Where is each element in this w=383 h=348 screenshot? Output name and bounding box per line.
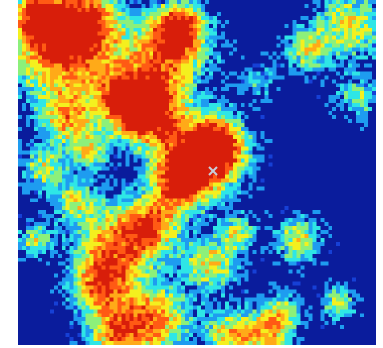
heatmap-canvas [18, 0, 376, 345]
heatmap-frame [18, 0, 376, 345]
x-crosshair-icon [208, 166, 218, 176]
